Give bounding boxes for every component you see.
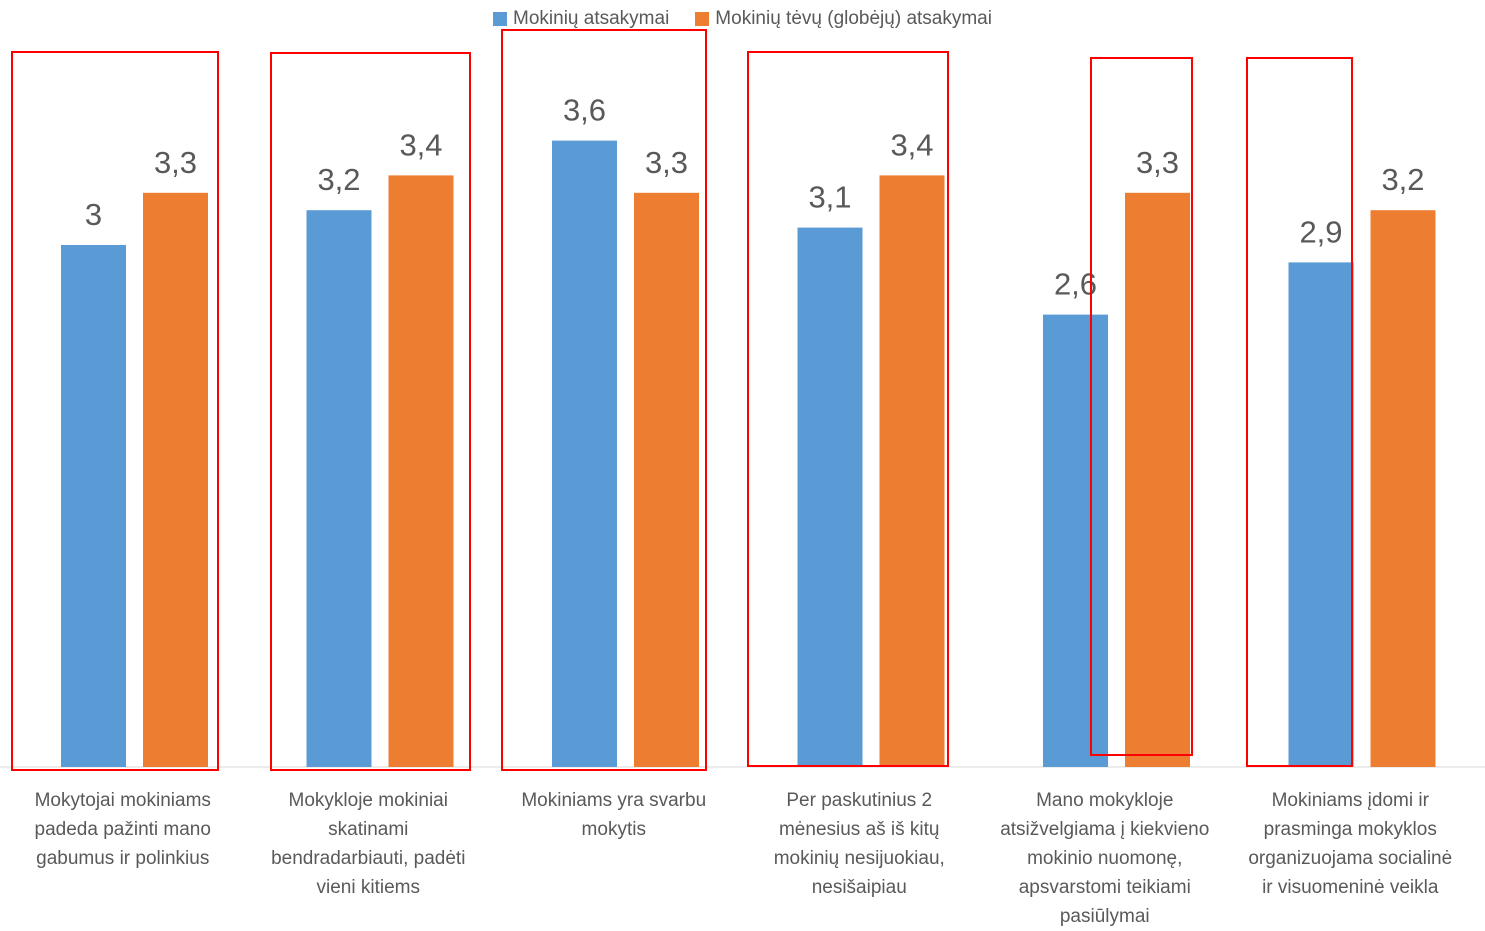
- category-label-line: nesišaipiau: [811, 877, 907, 898]
- data-label-students-3: 3,6: [563, 93, 606, 128]
- bar-parents-3: [634, 192, 699, 768]
- legend-label-students: Mokinių atsakymai: [513, 8, 670, 29]
- bar-parents-1: [143, 192, 208, 768]
- data-label-students-4: 3,1: [808, 180, 851, 215]
- category-label-line: vieni kitiems: [316, 877, 420, 898]
- bar-students-3: [552, 140, 617, 768]
- category-label-line: Mokiniams įdomi ir: [1271, 790, 1429, 811]
- category-label-line: mokytis: [581, 819, 646, 840]
- data-label-parents-1: 3,3: [154, 145, 197, 180]
- data-label-students-5: 2,6: [1054, 267, 1097, 302]
- legend-item-parents: Mokinių tėvų (globėjų) atsakymai: [695, 8, 992, 30]
- category-label-line: Mokiniams yra svarbu: [521, 790, 707, 811]
- bar-parents-5: [1125, 192, 1190, 768]
- category-label-1: Mokytojai mokiniams padeda pažinti mano ga…: [6, 786, 240, 873]
- highlight-box-1: [11, 51, 219, 771]
- category-label-line: Mokytojai mokiniams: [34, 790, 211, 811]
- bar-parents-2: [388, 175, 454, 767]
- category-label-line: ir visuomeninė veikla: [1262, 877, 1439, 898]
- category-label-line: Mokykloje mokiniai: [288, 790, 448, 811]
- highlight-box-4: [747, 51, 949, 767]
- category-label-3: Mokiniams yra svarbu mokytis: [497, 786, 731, 844]
- bar-students-6: [1288, 262, 1354, 767]
- category-label-2: Mokykloje mokiniai skatinami bendradarbiau…: [251, 786, 485, 902]
- category-label-6: Mokiniams įdomi ir prasminga mokyklos orga…: [1233, 786, 1467, 902]
- highlight-box-3: [501, 29, 707, 771]
- legend-item-students: Mokinių atsakymai: [493, 8, 669, 30]
- data-label-parents-4: 3,4: [890, 127, 933, 162]
- category-label-4: Per paskutinius 2 mėnesius aš iš kitų moki…: [742, 786, 976, 902]
- category-label-line: prasminga mokyklos: [1263, 819, 1437, 840]
- legend-swatch-parents: [695, 12, 710, 26]
- category-label-line: gabumus ir polinkius: [36, 848, 210, 869]
- category-label-line: Mano mokykloje: [1036, 790, 1174, 811]
- legend: Mokinių atsakymai Mokinių tėvų (globėjų)…: [0, 8, 1485, 30]
- bar-parents-4: [879, 175, 945, 767]
- highlight-box-6: [1246, 57, 1353, 767]
- highlight-box-2: [270, 52, 471, 771]
- legend-swatch-students: [493, 12, 508, 26]
- category-label-line: apsvarstomi teikiami: [1018, 877, 1191, 898]
- bar-students-4: [797, 227, 863, 768]
- category-label-line: padeda pažinti mano: [34, 819, 211, 840]
- legend-label-parents: Mokinių tėvų (globėjų) atsakymai: [715, 8, 992, 29]
- category-label-5: Mano mokykloje atsižvelgiama į kiekvieno m…: [988, 786, 1222, 931]
- data-label-students-6: 2,9: [1299, 214, 1342, 249]
- bar-students-1: [61, 245, 126, 767]
- data-label-parents-2: 3,4: [399, 127, 442, 162]
- category-label-line: mokinio nuomonę,: [1027, 848, 1183, 869]
- category-label-line: skatinami: [328, 819, 409, 840]
- data-label-students-2: 3,2: [317, 162, 360, 197]
- bar-students-5: [1043, 314, 1108, 767]
- category-label-line: mėnesius aš iš kitų: [778, 819, 940, 840]
- data-label-parents-5: 3,3: [1136, 145, 1179, 180]
- category-label-line: pasiūlymai: [1059, 906, 1150, 927]
- category-label-line: mokinių nesijuokiau,: [773, 848, 945, 869]
- bar-students-2: [306, 210, 372, 767]
- data-label-parents-3: 3,3: [645, 145, 688, 180]
- category-label-line: bendradarbiauti, padėti: [271, 848, 466, 869]
- data-label-parents-6: 3,2: [1381, 162, 1424, 197]
- data-label-students-1: 3: [85, 197, 102, 232]
- category-label-line: Per paskutinius 2: [786, 790, 933, 811]
- bar-parents-6: [1370, 210, 1436, 767]
- category-label-line: organizuojama socialinė: [1248, 848, 1453, 869]
- highlight-box-5: [1090, 57, 1193, 756]
- category-label-line: atsižvelgiama į kiekvieno: [1000, 819, 1210, 840]
